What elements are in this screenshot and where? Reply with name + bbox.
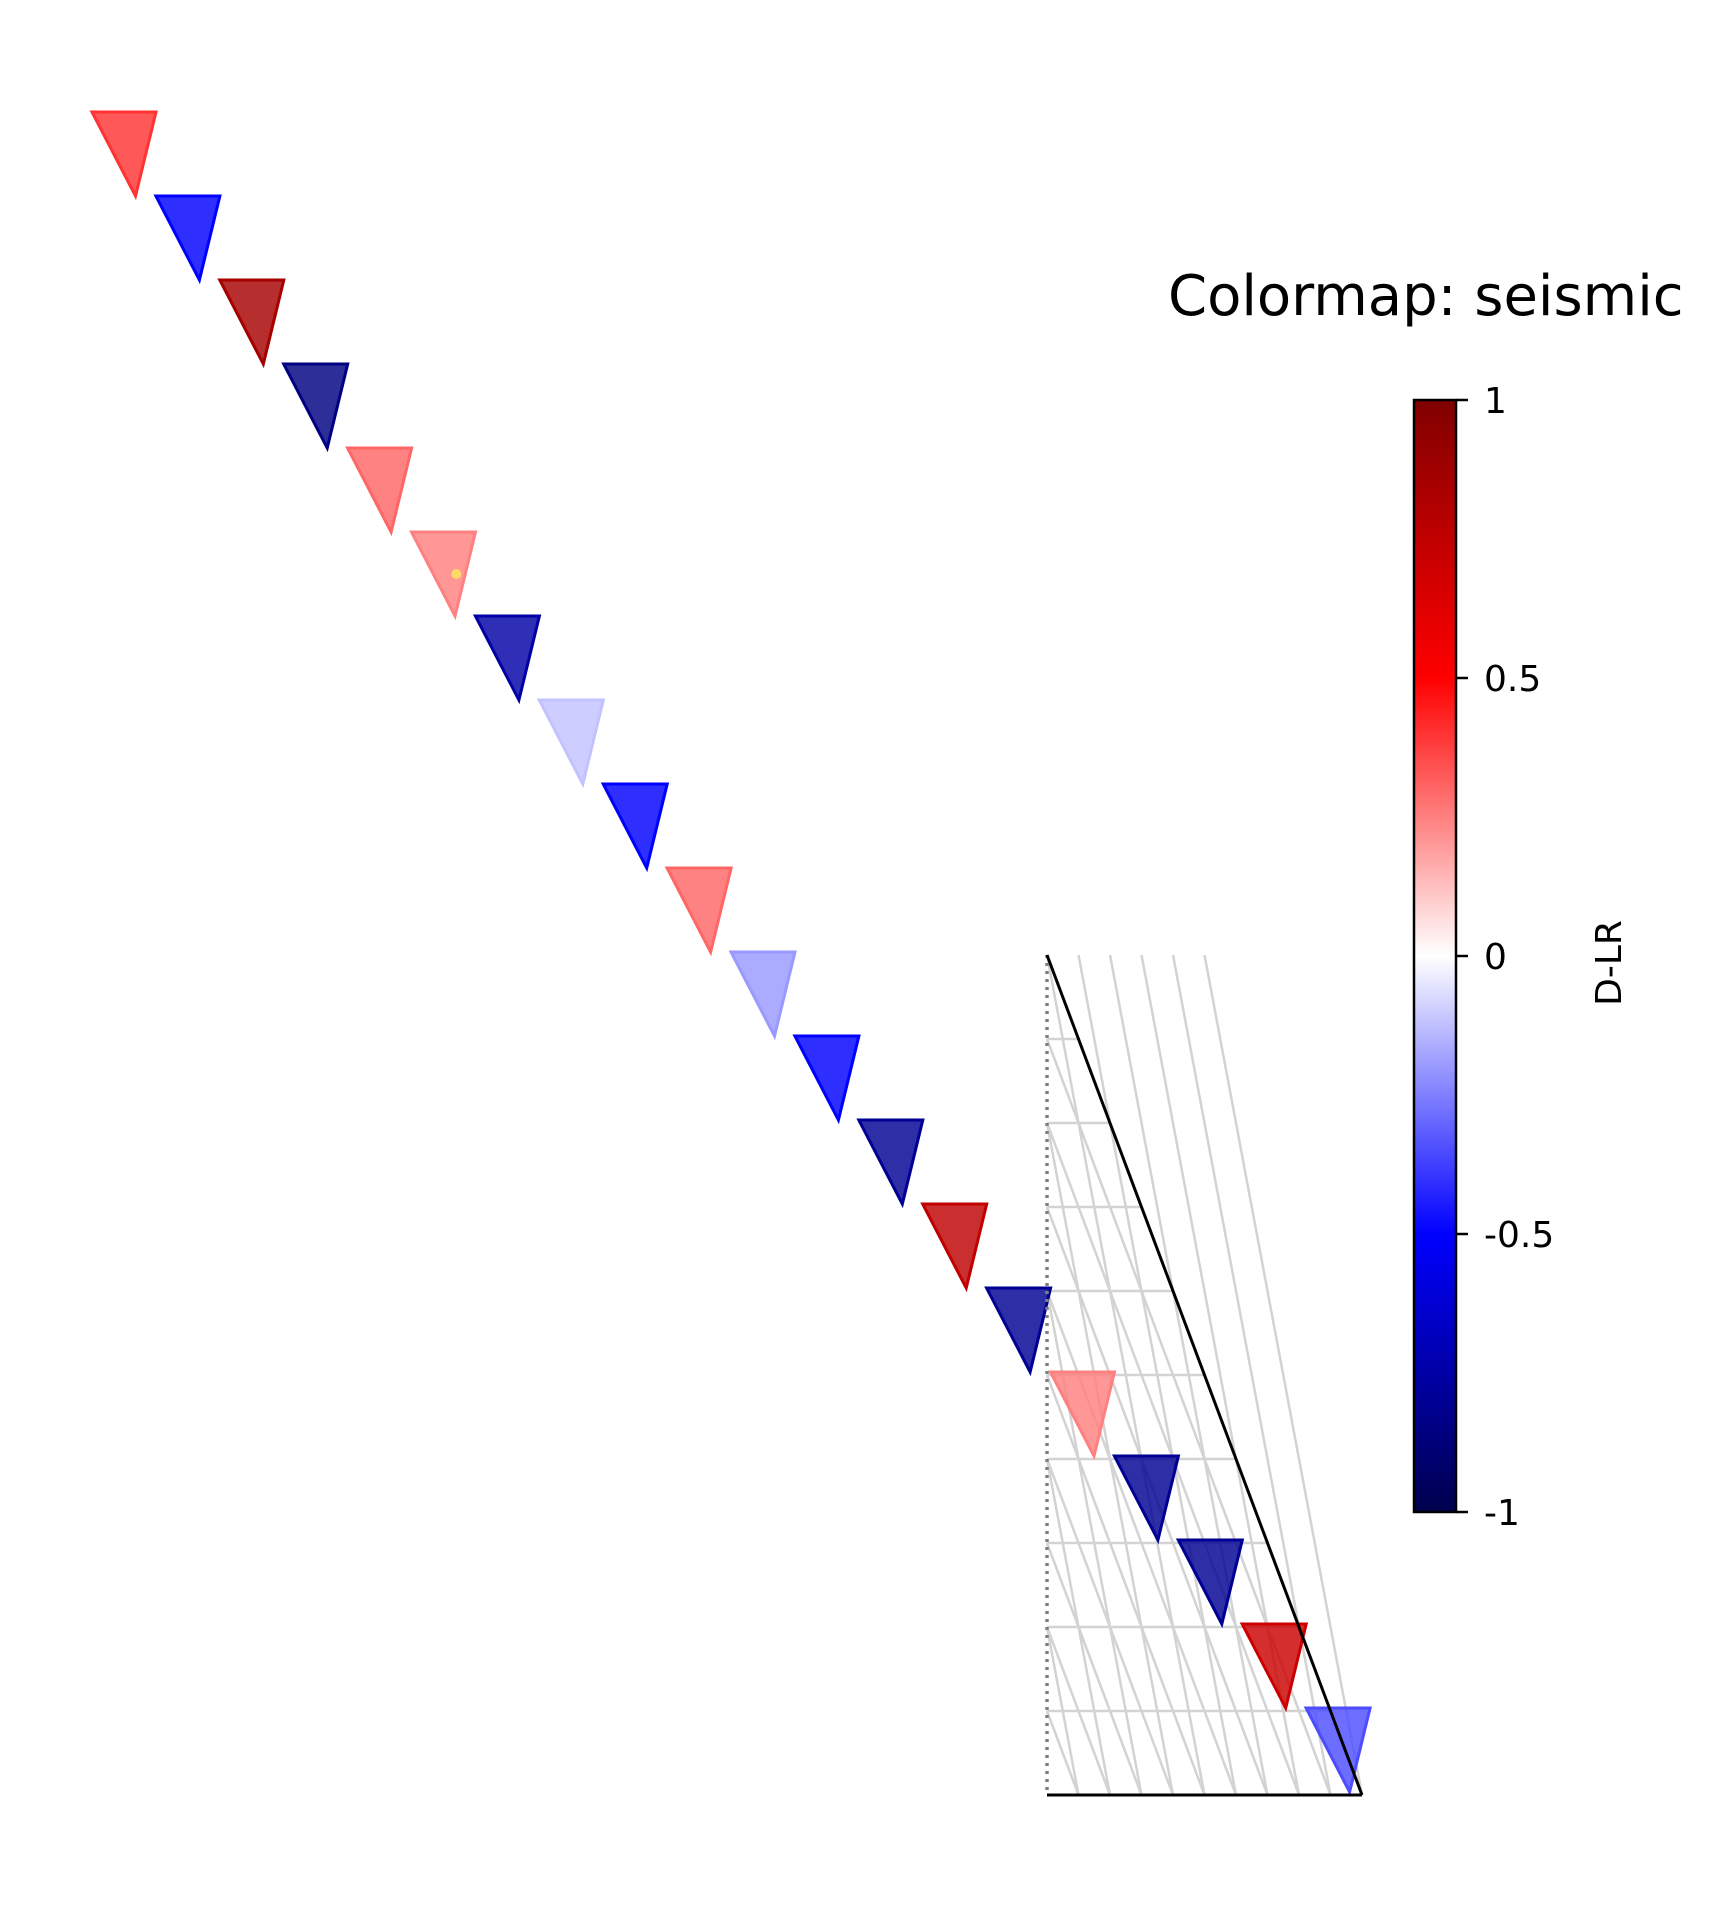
- diagonal-cell: [281, 362, 350, 453]
- diagonal-cell: [600, 782, 670, 873]
- grid-hypotenuse: [1045, 954, 1364, 1796]
- grid-line: [1045, 1626, 1112, 1796]
- grid-line: [1045, 1710, 1080, 1796]
- diagonal-cell: [1048, 1370, 1117, 1461]
- grid-line: [1045, 1542, 1143, 1796]
- colorbar-tick-label: 0.5: [1484, 659, 1541, 700]
- diagonal-cell: [856, 1118, 925, 1209]
- grid-line: [1045, 1122, 1175, 1796]
- diagonal-cell: [153, 194, 222, 285]
- diagonal-cell: [664, 866, 734, 957]
- grid-line: [1203, 954, 1364, 1796]
- diagonal-cell: [472, 614, 542, 705]
- grid-line: [1077, 954, 1238, 1796]
- diagonal-cell: [536, 698, 606, 789]
- diagonal-cell: [217, 278, 286, 369]
- diagonal-cell: [89, 110, 158, 201]
- colorbar-tick-label: 0: [1484, 937, 1507, 978]
- grid-line: [1045, 954, 1206, 1796]
- diagonal-cell: [984, 1286, 1053, 1377]
- chart-title: Colormap: seismic: [1168, 264, 1684, 329]
- grid-line: [1045, 1374, 1206, 1796]
- grid-line: [1171, 954, 1332, 1796]
- colorbar-tick-label: 1: [1484, 381, 1507, 422]
- grid-line: [1045, 1458, 1112, 1796]
- colorbar-gradient: [1412, 398, 1458, 1514]
- diagonal-cell: [1303, 1706, 1373, 1797]
- highlight-marker: [451, 569, 462, 579]
- colorbar-tick-label: -0.5: [1484, 1215, 1554, 1256]
- colorbar: 1 0.5 0 -0.5 -1 D-LR: [1412, 381, 1630, 1534]
- diagonal-cell: [792, 1034, 861, 1125]
- colorbar-ticks: 1 0.5 0 -0.5 -1: [1456, 381, 1554, 1534]
- grid-frame: [1045, 954, 1364, 1797]
- diagonal-cell: [1239, 1622, 1309, 1713]
- diagonal-cell: [345, 446, 414, 537]
- diagonal-cell: [1175, 1538, 1245, 1629]
- colorbar-label: D-LR: [1589, 920, 1630, 1006]
- diagonal-cell: [409, 530, 478, 621]
- diagonal-cell: [1111, 1454, 1181, 1545]
- diagonal-cell: [920, 1202, 989, 1293]
- diagonal-cells: [89, 110, 1373, 1797]
- diagonal-cell: [728, 950, 797, 1041]
- colorbar-tick-label: -1: [1484, 1493, 1520, 1534]
- grid-line: [1108, 954, 1269, 1796]
- grid-line: [1045, 1626, 1080, 1796]
